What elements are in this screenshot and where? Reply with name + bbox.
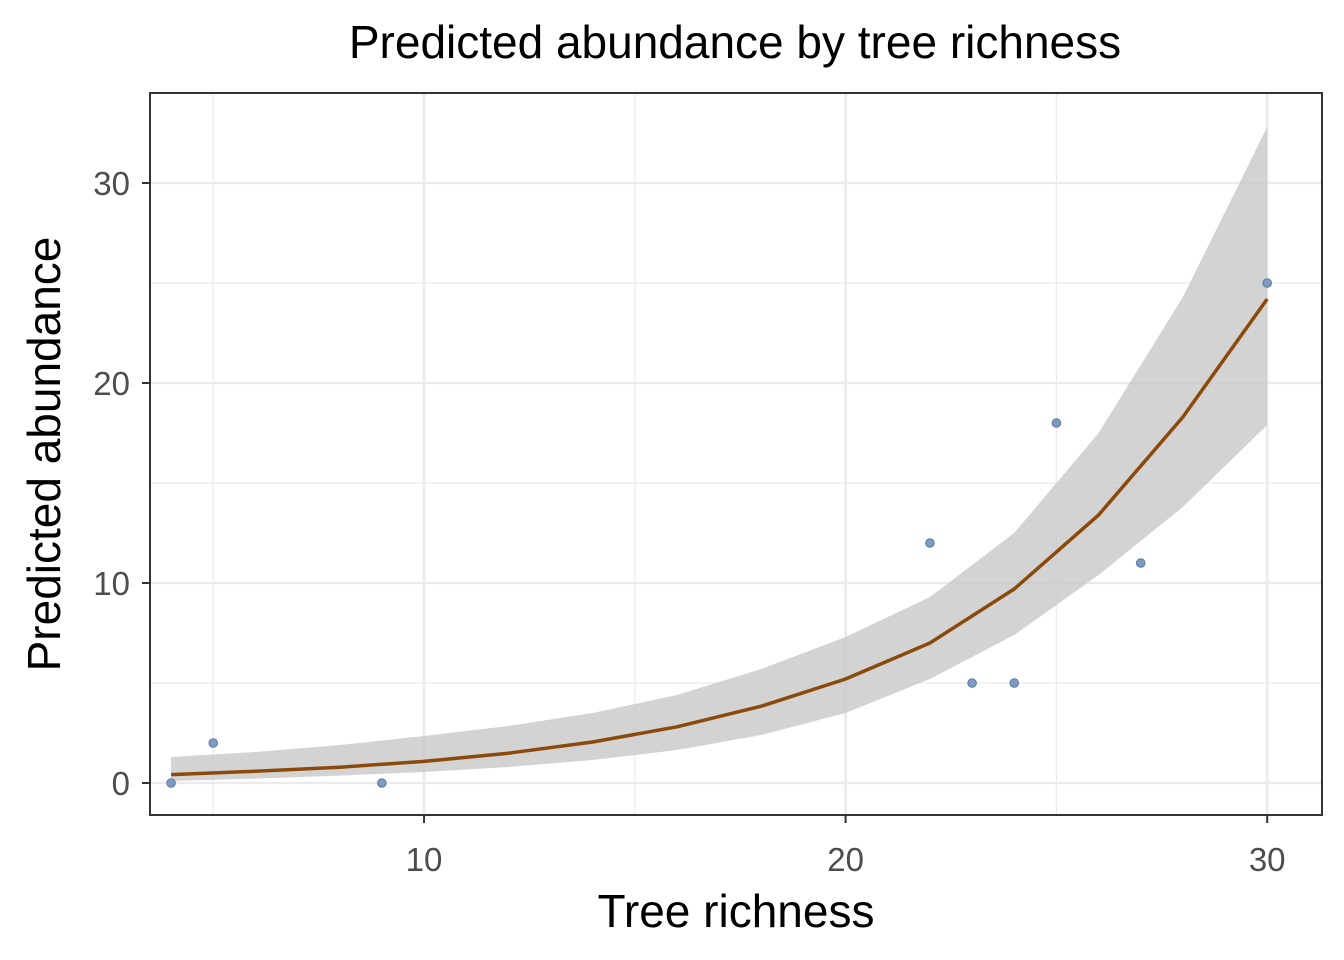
x-tick-label: 30 [1249, 841, 1286, 878]
grid [150, 93, 1322, 815]
fit-line-layer [171, 297, 1269, 777]
points-layer [166, 278, 1272, 788]
y-tick-label: 30 [93, 165, 130, 202]
y-tick-label: 20 [93, 365, 130, 402]
chart-title: Predicted abundance by tree richness [349, 16, 1121, 68]
data-point [967, 678, 977, 688]
data-point [1009, 678, 1020, 688]
y-tick-label: 10 [93, 565, 130, 602]
y-axis-title: Predicted abundance [18, 237, 70, 672]
confidence-ribbon [171, 127, 1268, 781]
x-tick-label: 10 [406, 841, 443, 878]
data-point [925, 538, 935, 548]
data-point [1051, 418, 1062, 428]
fit-line [171, 297, 1269, 777]
data-point [1135, 558, 1146, 568]
y-axis: 0 10 20 30 [93, 165, 150, 802]
y-tick-label: 0 [112, 765, 130, 802]
data-point [377, 778, 387, 788]
panel-border [149, 92, 1323, 816]
data-point [1262, 278, 1272, 288]
x-axis: 10 20 30 [406, 815, 1286, 878]
confidence-ribbon-layer [171, 127, 1268, 781]
data-point [166, 778, 176, 788]
x-tick-label: 20 [827, 841, 864, 878]
data-point [208, 738, 219, 748]
x-axis-title: Tree richness [598, 885, 875, 937]
